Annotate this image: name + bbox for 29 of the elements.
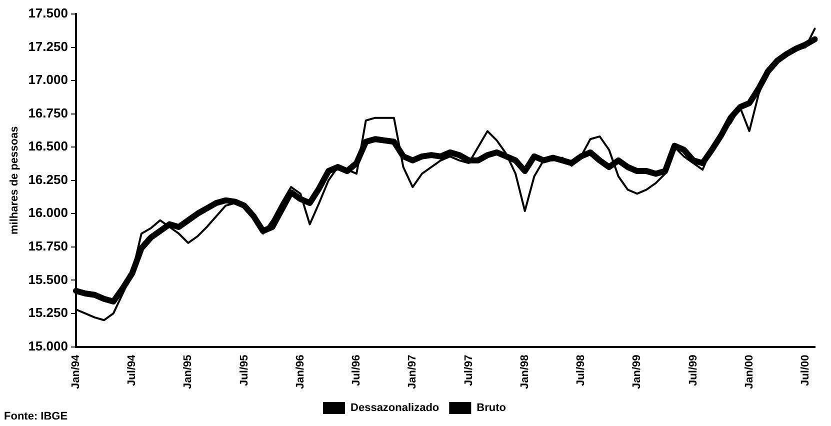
y-tick-label: 15.750 (28, 238, 68, 254)
x-tick-label: Jan/00 (743, 354, 756, 390)
x-tick-label: Jan/97 (406, 354, 419, 390)
y-tick-label: 17.500 (28, 6, 68, 21)
x-tick-label: Jan/99 (631, 354, 644, 390)
x-tick-label: Jul/97 (462, 354, 475, 386)
y-tick-label: 15.000 (28, 338, 68, 354)
y-tick-label: 16.500 (28, 138, 68, 154)
x-tick-label: Jul/00 (799, 354, 812, 386)
x-tick-label: Jul/96 (350, 354, 363, 386)
x-tick-label: Jul/99 (687, 354, 700, 386)
y-tick-label: 17.250 (28, 38, 68, 54)
x-tick-label: Jul/95 (238, 354, 250, 386)
y-axis-title: milhares de pessoas (8, 126, 21, 234)
legend-label: Bruto (476, 402, 506, 414)
x-tick-label: Jan/95 (182, 354, 194, 390)
y-tick-label: 16.250 (28, 172, 68, 187)
y-tick-label: 15.500 (28, 272, 68, 287)
x-tick-label: Jan/94 (70, 354, 82, 390)
x-tick-label: Jul/98 (575, 354, 588, 386)
y-tick-label: 17.000 (28, 72, 68, 88)
source-note: Fonte: IBGE (4, 410, 68, 423)
y-tick-label: 16.750 (28, 105, 68, 120)
x-tick-label: Jan/98 (518, 354, 531, 390)
x-tick-label: Jul/94 (126, 354, 138, 386)
y-tick-label: 15.250 (28, 305, 68, 320)
y-tick-label: 16.000 (28, 205, 68, 220)
x-tick-label: Jan/96 (294, 354, 306, 390)
legend-label: Dessazonalizado (350, 402, 440, 414)
